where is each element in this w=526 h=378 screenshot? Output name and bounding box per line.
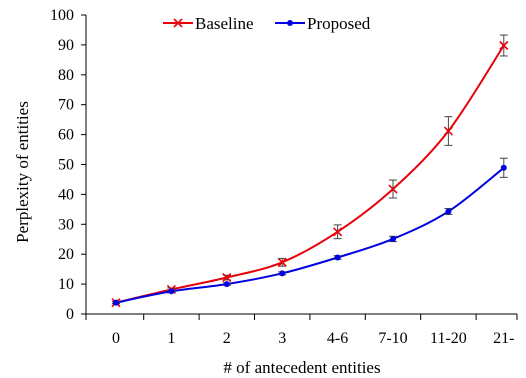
legend-label: Proposed bbox=[307, 14, 371, 33]
x-tick-label: 7-10 bbox=[378, 330, 407, 347]
y-tick-label: 0 bbox=[66, 306, 74, 323]
x-tick-label: 0 bbox=[112, 330, 120, 347]
series-group bbox=[111, 34, 509, 308]
y-tick-label: 80 bbox=[58, 67, 74, 84]
x-tick-label: 21- bbox=[493, 330, 514, 347]
x-axis: 0 1 2 3 4-6 7-10 11-20 21- bbox=[85, 313, 518, 347]
y-tick-label: 90 bbox=[58, 37, 74, 54]
series-line bbox=[115, 167, 505, 304]
x-axis-title: # of antecedent entities bbox=[223, 358, 380, 377]
data-point bbox=[223, 281, 230, 288]
data-point bbox=[390, 235, 396, 242]
data-point bbox=[500, 164, 507, 171]
series-proposed bbox=[112, 157, 508, 306]
y-tick-label: 30 bbox=[58, 216, 74, 233]
data-point bbox=[334, 254, 341, 261]
data-point bbox=[279, 270, 286, 277]
legend-item-baseline: Baseline bbox=[163, 14, 254, 33]
legend-marker bbox=[287, 20, 293, 26]
y-tick-label: 20 bbox=[58, 246, 74, 263]
y-tick-label: 60 bbox=[58, 127, 74, 144]
y-axis-title: Perplexity of entities bbox=[13, 101, 32, 243]
x-tick-label: 11-20 bbox=[430, 330, 467, 347]
legend-label: Baseline bbox=[195, 14, 254, 33]
data-point bbox=[168, 288, 175, 295]
y-tick-label: 70 bbox=[58, 97, 74, 114]
x-tick-label: 3 bbox=[278, 330, 286, 347]
x-tick-label: 1 bbox=[167, 330, 175, 347]
legend-marker bbox=[173, 18, 183, 28]
y-tick-label: 50 bbox=[58, 157, 74, 174]
data-point bbox=[445, 208, 452, 215]
data-point bbox=[333, 227, 343, 237]
data-point bbox=[443, 126, 453, 136]
data-point bbox=[222, 272, 232, 283]
legend: Baseline Proposed bbox=[163, 14, 371, 33]
x-tick-label: 2 bbox=[223, 330, 231, 347]
y-tick-label: 40 bbox=[58, 186, 74, 203]
x-tick-label: 4-6 bbox=[327, 330, 348, 347]
y-axis: 0 10 20 30 40 50 60 70 80 90 100 bbox=[50, 7, 87, 323]
data-point bbox=[277, 257, 287, 267]
y-tick-label: 10 bbox=[58, 276, 74, 293]
series-line bbox=[115, 44, 505, 304]
y-tick-label: 100 bbox=[50, 7, 74, 24]
data-point bbox=[113, 299, 119, 306]
data-point bbox=[499, 40, 509, 51]
legend-item-proposed: Proposed bbox=[275, 14, 371, 33]
data-point bbox=[388, 184, 398, 194]
